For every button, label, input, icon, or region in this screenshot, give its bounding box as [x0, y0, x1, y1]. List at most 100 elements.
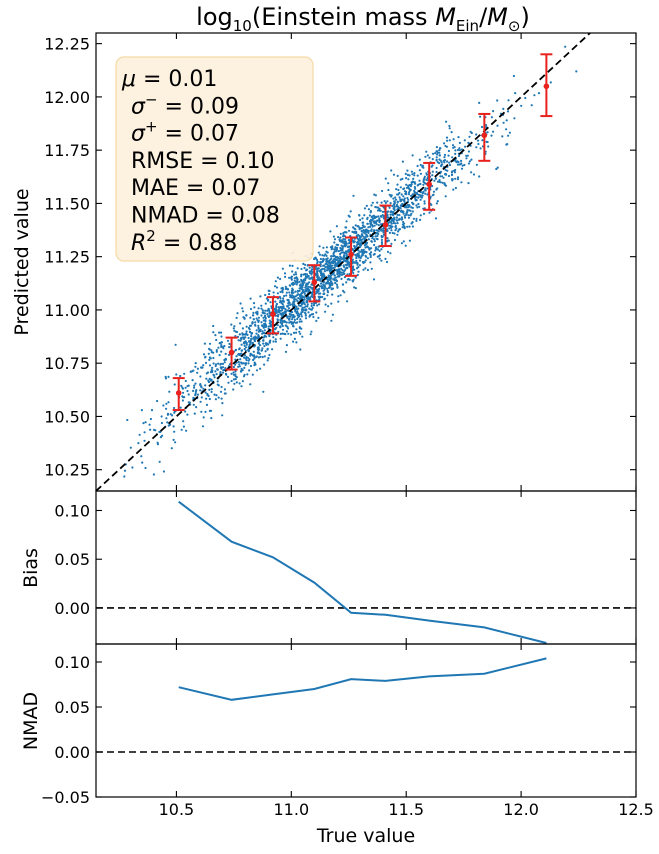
- scatter-point: [327, 286, 331, 289]
- scatter-point: [293, 321, 296, 324]
- scatter-point: [390, 229, 393, 232]
- scatter-point: [323, 292, 326, 296]
- scatter-point: [204, 410, 207, 413]
- scatter-point: [193, 412, 196, 415]
- scatter-point: [452, 138, 455, 141]
- scatter-point: [432, 193, 435, 196]
- scatter-point: [257, 342, 260, 345]
- scatter-point: [299, 304, 302, 308]
- scatter-point: [202, 364, 205, 367]
- scatter-point: [393, 200, 396, 203]
- scatter-point: [243, 373, 246, 376]
- scatter-point: [260, 307, 263, 310]
- scatter-point: [280, 323, 283, 326]
- scatter-point: [224, 392, 227, 395]
- scatter-point: [450, 171, 453, 174]
- scatter-point: [340, 244, 343, 247]
- scatter-point: [182, 391, 185, 394]
- scatter-point: [291, 270, 294, 273]
- scatter-point: [313, 257, 316, 260]
- scatter-point: [266, 309, 269, 312]
- scatter-point: [279, 312, 282, 315]
- scatter-point: [564, 45, 567, 48]
- scatter-point: [220, 344, 223, 347]
- scatter-point: [266, 313, 269, 316]
- scatter-point: [477, 142, 480, 146]
- scatter-point: [337, 236, 340, 239]
- scatter-point: [215, 373, 218, 376]
- scatter-point: [220, 350, 223, 353]
- scatter-point: [392, 221, 395, 225]
- scatter-point: [244, 336, 247, 339]
- scatter-point: [406, 209, 409, 212]
- scatter-point: [370, 247, 373, 250]
- scatter-point: [323, 288, 326, 291]
- scatter-point: [296, 317, 299, 321]
- scatter-point: [257, 324, 260, 327]
- scatter-point: [267, 325, 270, 328]
- y-tick-label: 0.05: [54, 550, 90, 569]
- y-tick-label: 12.25: [44, 35, 90, 54]
- scatter-point: [254, 362, 257, 365]
- scatter-point: [262, 331, 265, 334]
- scatter-point: [353, 231, 356, 234]
- scatter-point: [235, 355, 238, 358]
- scatter-point: [279, 299, 282, 302]
- scatter-point: [292, 296, 296, 299]
- scatter-point: [194, 365, 197, 368]
- scatter-point: [456, 178, 459, 181]
- scatter-point: [453, 146, 456, 149]
- scatter-point: [262, 316, 265, 319]
- scatter-point: [444, 184, 448, 187]
- scatter-point: [393, 232, 396, 235]
- scatter-point: [358, 237, 361, 240]
- scatter-point: [262, 390, 265, 393]
- scatter-point: [249, 342, 252, 345]
- scatter-point: [419, 191, 422, 194]
- scatter-point: [214, 370, 217, 373]
- scatter-point: [389, 224, 392, 228]
- scatter-point: [204, 361, 208, 364]
- scatter-point: [323, 284, 326, 288]
- scatter-point: [281, 324, 284, 328]
- scatter-point: [450, 173, 454, 177]
- scatter-point: [332, 235, 335, 238]
- scatter-point: [417, 202, 420, 206]
- scatter-point: [380, 201, 383, 204]
- scatter-point: [381, 214, 384, 217]
- scatter-point: [300, 320, 303, 323]
- scatter-point: [435, 156, 438, 159]
- scatter-point: [368, 214, 371, 217]
- scatter-point: [389, 252, 392, 255]
- scatter-point: [187, 393, 190, 396]
- scatter-point: [267, 307, 270, 311]
- scatter-point: [248, 358, 251, 361]
- scatter-point: [364, 267, 367, 270]
- scatter-point: [289, 296, 292, 299]
- scatter-point: [331, 246, 334, 249]
- scatter-point: [404, 172, 407, 175]
- scatter-point: [392, 173, 396, 176]
- scatter-point: [254, 324, 257, 327]
- scatter-point: [193, 384, 196, 387]
- scatter-point: [428, 156, 431, 159]
- scatter-point: [486, 131, 489, 134]
- scatter-point: [333, 266, 336, 269]
- scatter-point: [411, 154, 414, 157]
- x-tick-label: 10.5: [159, 800, 195, 819]
- scatter-point: [158, 460, 161, 463]
- scatter-point: [249, 297, 252, 300]
- scatter-point: [443, 156, 446, 159]
- scatter-point: [431, 152, 435, 155]
- scatter-point: [426, 193, 429, 196]
- stats-line: RMSE = 0.10: [131, 149, 275, 174]
- scatter-point: [294, 271, 297, 274]
- scatter-point: [291, 264, 294, 267]
- scatter-point: [413, 189, 416, 192]
- scatter-point: [330, 288, 333, 291]
- scatter-point: [181, 387, 184, 390]
- scatter-point: [343, 242, 346, 246]
- scatter-point: [243, 356, 246, 359]
- scatter-point: [165, 417, 168, 420]
- scatter-point: [366, 217, 369, 221]
